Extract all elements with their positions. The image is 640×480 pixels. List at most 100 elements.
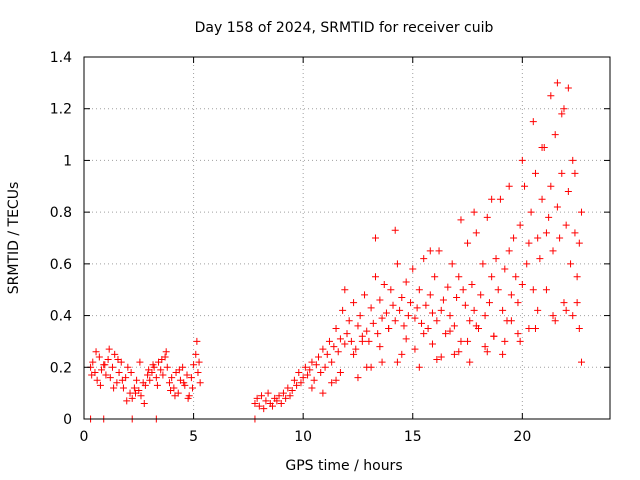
data-point — [415, 363, 423, 371]
data-point — [501, 337, 509, 345]
data-point — [433, 356, 441, 364]
data-point — [534, 306, 542, 314]
data-point — [195, 358, 203, 366]
data-point — [136, 358, 144, 366]
data-point — [411, 345, 419, 353]
data-point — [521, 182, 529, 190]
data-point — [308, 358, 316, 366]
y-tick-label: 0.6 — [50, 257, 72, 273]
data-point — [190, 361, 198, 369]
data-point — [95, 353, 103, 361]
data-point — [437, 306, 445, 314]
data-point — [499, 306, 507, 314]
data-point — [168, 374, 176, 382]
data-point — [531, 169, 539, 177]
data-point — [545, 213, 553, 221]
data-point — [564, 187, 572, 195]
data-point — [518, 156, 526, 164]
data-point — [518, 281, 526, 289]
data-point — [89, 358, 97, 366]
data-point — [336, 335, 344, 343]
data-point — [152, 374, 160, 382]
chart-title: Day 158 of 2024, SRMTID for receiver cui… — [195, 20, 494, 36]
x-tick-label: 0 — [80, 429, 89, 445]
data-point — [162, 348, 170, 356]
data-point — [562, 306, 570, 314]
data-point — [304, 371, 312, 379]
data-point — [553, 203, 561, 211]
y-tick-label: 1 — [63, 153, 72, 169]
data-point — [113, 379, 121, 387]
data-point — [418, 319, 426, 327]
data-point — [402, 278, 410, 286]
data-point — [132, 389, 140, 397]
data-point — [341, 340, 349, 348]
data-point — [468, 281, 476, 289]
data-point — [352, 345, 360, 353]
data-point — [396, 306, 404, 314]
data-point — [157, 366, 165, 374]
data-point — [102, 371, 110, 379]
data-point — [499, 350, 507, 358]
data-point — [507, 291, 515, 299]
data-point — [354, 374, 362, 382]
data-point — [137, 392, 145, 400]
data-point — [101, 361, 109, 369]
data-point — [481, 312, 489, 320]
data-point — [542, 229, 550, 237]
data-point — [255, 402, 263, 410]
data-point — [562, 221, 570, 229]
data-point — [529, 118, 537, 126]
data-point — [369, 319, 377, 327]
data-point — [350, 350, 358, 358]
data-point — [558, 110, 566, 118]
data-point — [153, 381, 161, 389]
data-point — [93, 376, 101, 384]
data-point — [367, 304, 375, 312]
data-point — [319, 345, 327, 353]
data-points — [87, 79, 586, 423]
data-point — [288, 387, 296, 395]
data-point — [374, 330, 382, 338]
data-point — [115, 368, 123, 376]
data-point — [446, 312, 454, 320]
data-point — [104, 356, 112, 364]
data-point — [479, 260, 487, 268]
data-point — [328, 358, 336, 366]
data-point — [345, 317, 353, 325]
data-point — [297, 379, 305, 387]
data-point — [569, 312, 577, 320]
data-point — [538, 195, 546, 203]
data-point — [510, 234, 518, 242]
data-point — [446, 327, 454, 335]
data-point — [378, 358, 386, 366]
data-point — [391, 226, 399, 234]
data-point — [380, 281, 388, 289]
data-point — [483, 348, 491, 356]
y-axis-label: SRMTID / TECUs — [6, 182, 22, 295]
data-point — [317, 368, 325, 376]
data-point — [193, 337, 201, 345]
data-point — [332, 376, 340, 384]
data-point — [312, 361, 320, 369]
data-point — [455, 273, 463, 281]
data-point — [523, 260, 531, 268]
data-point — [343, 330, 351, 338]
data-point — [536, 255, 544, 263]
data-point — [470, 306, 478, 314]
data-point — [341, 286, 349, 294]
data-point — [459, 286, 467, 294]
data-point — [268, 402, 276, 410]
data-point — [284, 384, 292, 392]
data-point — [481, 343, 489, 351]
data-point — [461, 301, 469, 309]
y-tick-label: 0.2 — [50, 360, 72, 376]
data-point — [293, 381, 301, 389]
data-point — [573, 273, 581, 281]
data-point — [330, 343, 338, 351]
data-point — [393, 358, 401, 366]
data-point — [140, 399, 148, 407]
data-point — [525, 325, 533, 332]
data-point — [420, 330, 428, 338]
data-point — [299, 374, 307, 382]
